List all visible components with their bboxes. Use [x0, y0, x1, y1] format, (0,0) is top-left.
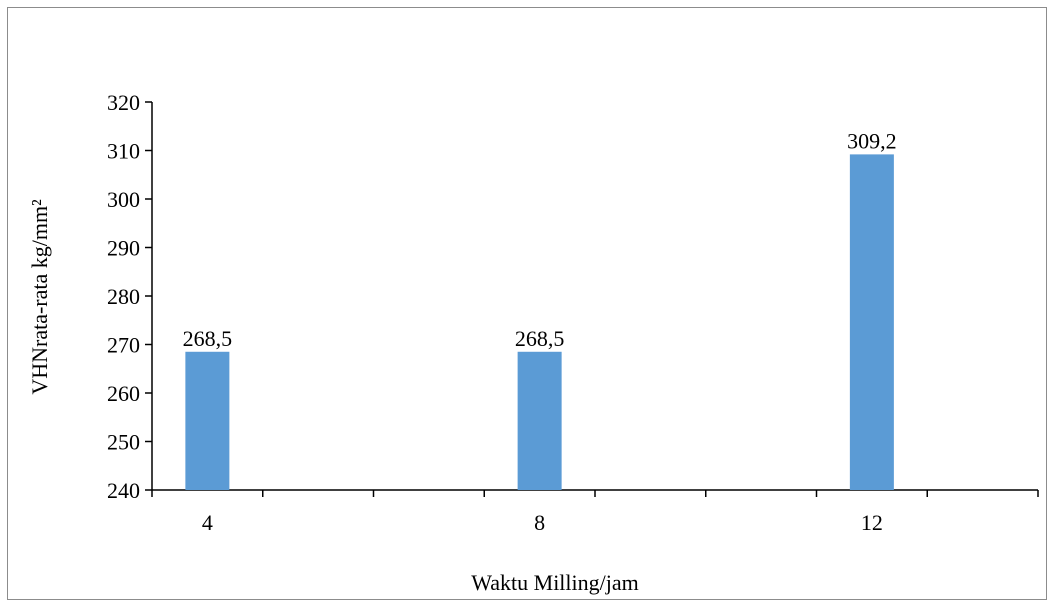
y-tick-label: 320: [107, 90, 140, 115]
data-labels: 268,5 268,5 309,2: [183, 128, 897, 350]
x-axis-title: Waktu Milling/jam: [471, 570, 639, 595]
x-tick-label: 4: [202, 510, 213, 535]
data-label: 268,5: [183, 326, 233, 351]
y-axis: 240 250 260 270 280 290 300 310 320: [107, 90, 153, 503]
x-axis: 4 8 12: [151, 489, 1039, 535]
bar: [849, 154, 894, 490]
data-label: 309,2: [847, 128, 897, 153]
y-tick-label: 270: [107, 333, 140, 358]
bar: [185, 351, 230, 490]
y-tick-label: 240: [107, 478, 140, 503]
x-tick-label: 8: [534, 510, 545, 535]
y-tick-label: 260: [107, 381, 140, 406]
bar: [517, 351, 562, 490]
y-tick-label: 290: [107, 236, 140, 261]
y-axis-title: VHNrata-rata kg/mm²: [27, 199, 52, 395]
y-tick-label: 250: [107, 430, 140, 455]
y-tick-label: 310: [107, 139, 140, 164]
data-label: 268,5: [515, 326, 565, 351]
bars: [185, 154, 894, 490]
y-tick-label: 300: [107, 187, 140, 212]
x-tick-label: 12: [861, 510, 883, 535]
y-tick-label: 280: [107, 284, 140, 309]
